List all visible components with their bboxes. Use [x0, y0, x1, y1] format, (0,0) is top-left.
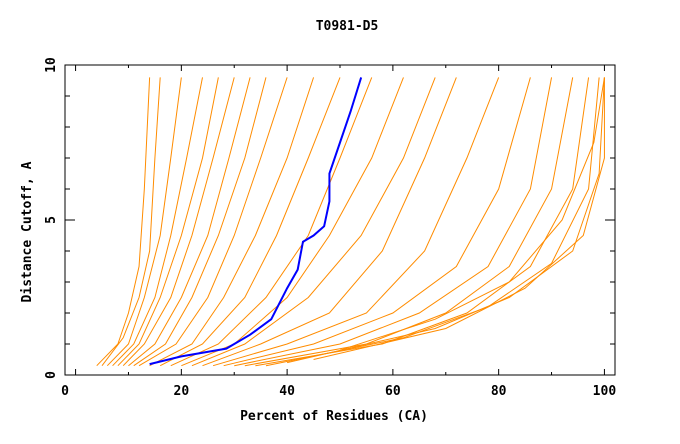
highlight-line: [149, 77, 363, 366]
model-line-12: [181, 77, 404, 367]
y-axis-label: Distance Cutoff, A: [20, 161, 35, 302]
chart-title: T0981-D5: [316, 19, 379, 34]
model-line-15: [212, 77, 500, 367]
model-line-6: [128, 77, 251, 367]
x-tick-label: 0: [61, 384, 69, 399]
x-tick-label: 80: [491, 384, 507, 399]
model-line-20: [265, 77, 600, 367]
model-line-17: [234, 77, 553, 367]
model-line-14: [202, 77, 457, 367]
x-tick-label: 100: [593, 384, 617, 399]
model-line-4: [117, 77, 219, 367]
model-line-18: [244, 77, 574, 367]
y-tick-label: 5: [44, 216, 59, 224]
model-line-21: [287, 77, 605, 364]
model-line-16: [223, 77, 531, 367]
model-line-1: [101, 77, 161, 367]
model-line-19: [255, 77, 590, 367]
x-tick-label: 60: [385, 384, 401, 399]
x-axis-label: Percent of Residues (CA): [240, 409, 428, 424]
model-line-23: [339, 77, 605, 351]
model-line-22: [313, 77, 605, 360]
model-line-2: [106, 77, 182, 367]
model-line-9: [149, 77, 315, 367]
model-line-0: [96, 77, 151, 367]
x-tick-label: 40: [279, 384, 295, 399]
y-tick-label: 10: [44, 57, 59, 73]
model-line-10: [159, 77, 341, 367]
model-line-11: [170, 77, 373, 367]
y-tick-label: 0: [44, 371, 59, 379]
model-line-7: [133, 77, 267, 367]
x-tick-label: 20: [174, 384, 190, 399]
model-line-5: [122, 77, 235, 367]
model-line-3: [112, 77, 203, 367]
model-line-8: [138, 77, 288, 367]
model-line-13: [191, 77, 436, 367]
